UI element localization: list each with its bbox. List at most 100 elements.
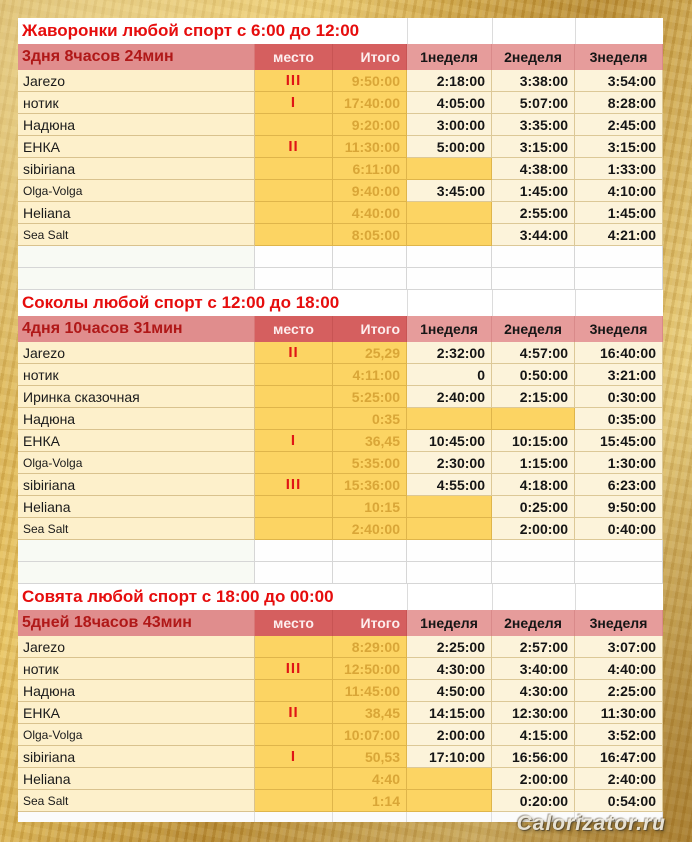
week-time-cell[interactable] bbox=[407, 202, 492, 224]
rank-cell[interactable]: II bbox=[255, 702, 333, 724]
week-time-cell[interactable]: 2:00:00 bbox=[492, 768, 575, 790]
empty-cell[interactable] bbox=[407, 246, 492, 268]
empty-cell[interactable] bbox=[492, 812, 575, 822]
total-time-cell[interactable]: 11:45:00 bbox=[333, 680, 407, 702]
total-time-cell[interactable]: 25,29 bbox=[333, 342, 407, 364]
week-time-cell[interactable]: 2:25:00 bbox=[407, 636, 492, 658]
week-time-cell[interactable]: 2:25:00 bbox=[575, 680, 663, 702]
rank-cell[interactable] bbox=[255, 636, 333, 658]
week-time-cell[interactable] bbox=[407, 768, 492, 790]
participant-name-cell[interactable]: Jarezo bbox=[18, 636, 255, 658]
rank-cell[interactable]: I bbox=[255, 746, 333, 768]
empty-cell[interactable] bbox=[575, 246, 663, 268]
empty-cell[interactable] bbox=[407, 562, 492, 584]
empty-cell[interactable] bbox=[575, 290, 663, 316]
participant-name-cell[interactable]: Надюна bbox=[18, 408, 255, 430]
week-time-cell[interactable]: 0:30:00 bbox=[575, 386, 663, 408]
empty-cell[interactable] bbox=[575, 540, 663, 562]
empty-cell[interactable] bbox=[18, 562, 255, 584]
rank-cell[interactable] bbox=[255, 202, 333, 224]
week-time-cell[interactable]: 2:00:00 bbox=[492, 518, 575, 540]
week-time-cell[interactable]: 8:28:00 bbox=[575, 92, 663, 114]
total-time-cell[interactable]: 50,53 bbox=[333, 746, 407, 768]
week-time-cell[interactable]: 2:15:00 bbox=[492, 386, 575, 408]
participant-name-cell[interactable]: sibiriana bbox=[18, 746, 255, 768]
participant-name-cell[interactable]: Надюна bbox=[18, 114, 255, 136]
week-time-cell[interactable]: 2:00:00 bbox=[407, 724, 492, 746]
week-time-cell[interactable]: 3:44:00 bbox=[492, 224, 575, 246]
week-time-cell[interactable]: 3:38:00 bbox=[492, 70, 575, 92]
week-time-cell[interactable]: 4:50:00 bbox=[407, 680, 492, 702]
col-header-total[interactable]: Итого bbox=[333, 610, 407, 636]
participant-name-cell[interactable]: нотик bbox=[18, 364, 255, 386]
week-time-cell[interactable]: 16:56:00 bbox=[492, 746, 575, 768]
empty-cell[interactable] bbox=[255, 562, 333, 584]
rank-cell[interactable] bbox=[255, 408, 333, 430]
week-time-cell[interactable]: 9:50:00 bbox=[575, 496, 663, 518]
col-header-place[interactable]: место bbox=[255, 316, 333, 342]
empty-cell[interactable] bbox=[575, 562, 663, 584]
empty-cell[interactable] bbox=[575, 18, 663, 44]
participant-name-cell[interactable]: нотик bbox=[18, 658, 255, 680]
total-time-cell[interactable]: 9:50:00 bbox=[333, 70, 407, 92]
rank-cell[interactable] bbox=[255, 386, 333, 408]
week-time-cell[interactable]: 6:23:00 bbox=[575, 474, 663, 496]
empty-cell[interactable] bbox=[18, 246, 255, 268]
participant-name-cell[interactable]: Надюна bbox=[18, 680, 255, 702]
col-header-week1[interactable]: 1неделя bbox=[407, 316, 492, 342]
week-time-cell[interactable]: 2:32:00 bbox=[407, 342, 492, 364]
total-time-cell[interactable]: 12:50:00 bbox=[333, 658, 407, 680]
week-time-cell[interactable]: 4:15:00 bbox=[492, 724, 575, 746]
rank-cell[interactable] bbox=[255, 452, 333, 474]
week-time-cell[interactable]: 0:40:00 bbox=[575, 518, 663, 540]
duration-header[interactable]: 4дня 10часов 31мин bbox=[18, 316, 255, 342]
total-time-cell[interactable]: 0:35 bbox=[333, 408, 407, 430]
empty-cell[interactable] bbox=[407, 584, 492, 610]
total-time-cell[interactable]: 36,45 bbox=[333, 430, 407, 452]
total-time-cell[interactable]: 6:11:00 bbox=[333, 158, 407, 180]
empty-cell[interactable] bbox=[18, 540, 255, 562]
week-time-cell[interactable]: 3:35:00 bbox=[492, 114, 575, 136]
week-time-cell[interactable]: 1:45:00 bbox=[492, 180, 575, 202]
week-time-cell[interactable]: 4:38:00 bbox=[492, 158, 575, 180]
week-time-cell[interactable]: 0:54:00 bbox=[575, 790, 663, 812]
participant-name-cell[interactable]: sibiriana bbox=[18, 474, 255, 496]
empty-cell[interactable] bbox=[255, 812, 333, 822]
week-time-cell[interactable]: 3:15:00 bbox=[492, 136, 575, 158]
rank-cell[interactable] bbox=[255, 768, 333, 790]
section-title[interactable]: Соколы любой спорт с 12:00 до 18:00 bbox=[22, 293, 340, 312]
participant-name-cell[interactable]: ЕНКА bbox=[18, 702, 255, 724]
empty-cell[interactable] bbox=[255, 246, 333, 268]
total-time-cell[interactable]: 38,45 bbox=[333, 702, 407, 724]
participant-name-cell[interactable]: Jarezo bbox=[18, 70, 255, 92]
total-time-cell[interactable]: 9:20:00 bbox=[333, 114, 407, 136]
week-time-cell[interactable] bbox=[492, 408, 575, 430]
rank-cell[interactable]: III bbox=[255, 658, 333, 680]
week-time-cell[interactable]: 2:57:00 bbox=[492, 636, 575, 658]
total-time-cell[interactable]: 9:40:00 bbox=[333, 180, 407, 202]
empty-cell[interactable] bbox=[492, 18, 575, 44]
week-time-cell[interactable]: 3:07:00 bbox=[575, 636, 663, 658]
week-time-cell[interactable]: 4:10:00 bbox=[575, 180, 663, 202]
week-time-cell[interactable]: 3:54:00 bbox=[575, 70, 663, 92]
week-time-cell[interactable]: 4:40:00 bbox=[575, 658, 663, 680]
total-time-cell[interactable]: 5:35:00 bbox=[333, 452, 407, 474]
week-time-cell[interactable]: 0:25:00 bbox=[492, 496, 575, 518]
col-header-place[interactable]: место bbox=[255, 610, 333, 636]
week-time-cell[interactable] bbox=[407, 408, 492, 430]
participant-name-cell[interactable]: ЕНКА bbox=[18, 430, 255, 452]
week-time-cell[interactable]: 10:15:00 bbox=[492, 430, 575, 452]
week-time-cell[interactable]: 5:07:00 bbox=[492, 92, 575, 114]
empty-cell[interactable] bbox=[492, 268, 575, 290]
week-time-cell[interactable]: 4:30:00 bbox=[407, 658, 492, 680]
empty-cell[interactable] bbox=[18, 268, 255, 290]
col-header-week1[interactable]: 1неделя bbox=[407, 610, 492, 636]
week-time-cell[interactable] bbox=[407, 518, 492, 540]
rank-cell[interactable]: I bbox=[255, 430, 333, 452]
empty-cell[interactable] bbox=[492, 584, 575, 610]
col-header-total[interactable]: Итого bbox=[333, 316, 407, 342]
week-time-cell[interactable]: 10:45:00 bbox=[407, 430, 492, 452]
week-time-cell[interactable]: 2:40:00 bbox=[407, 386, 492, 408]
participant-name-cell[interactable]: Heliana bbox=[18, 496, 255, 518]
week-time-cell[interactable]: 3:00:00 bbox=[407, 114, 492, 136]
